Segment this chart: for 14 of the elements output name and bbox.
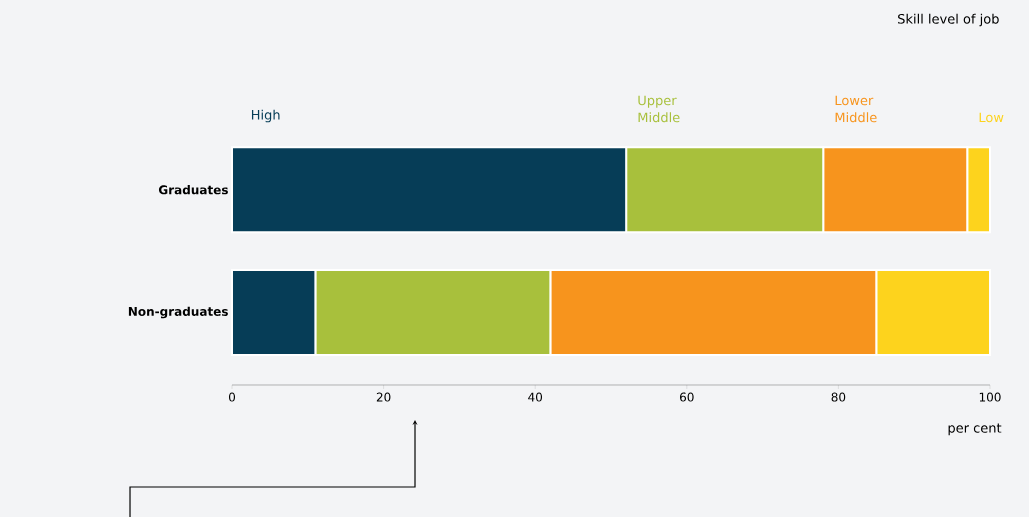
x-tick-label: 100 — [979, 392, 1001, 402]
y-tick-label: Non-graduates — [128, 306, 228, 319]
series-label: High — [251, 109, 280, 123]
series-label: Lower Middle — [835, 95, 877, 123]
y-tick-label: Graduates — [158, 185, 228, 195]
x-tick-label: 40 — [528, 392, 543, 402]
x-axis-title: per cent — [948, 423, 1002, 436]
x-tick-label: 0 — [228, 392, 236, 402]
series-label: Upper Middle — [638, 95, 680, 123]
x-tick-label: 60 — [680, 392, 694, 402]
series-label: Low — [979, 112, 1004, 123]
x-tick-label: 80 — [831, 392, 846, 402]
x-tick-label: 20 — [376, 392, 391, 402]
legend-title: Skill level of job — [898, 13, 999, 27]
